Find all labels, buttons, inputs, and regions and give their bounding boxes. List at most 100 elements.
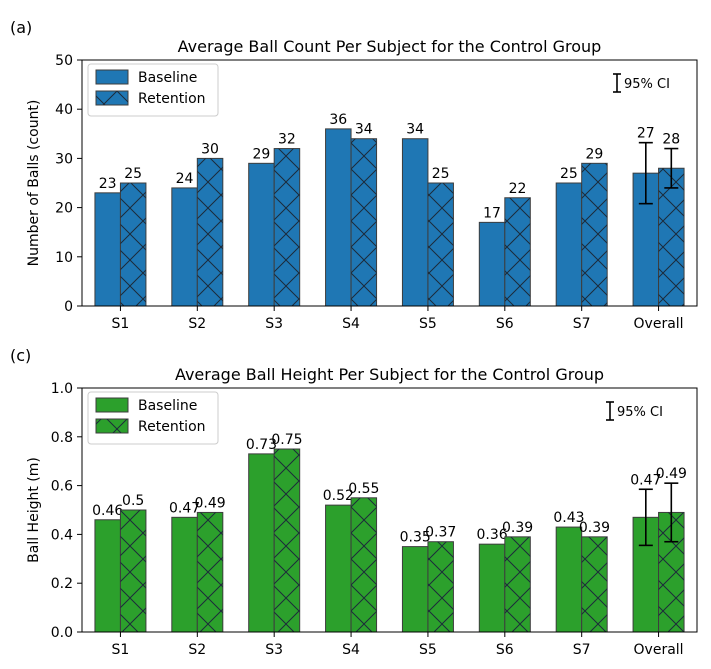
data-label-retention-s1: 0.5: [122, 493, 144, 509]
legend: Baseline Retention: [87, 63, 219, 117]
legend-swatch-hatch: [96, 419, 128, 433]
x-tick-label-overall: Overall: [634, 316, 684, 332]
panel-label: (a): [10, 18, 32, 37]
y-axis-label: Ball Height (m): [26, 457, 42, 563]
data-label-baseline-s4: 0.52: [323, 488, 354, 504]
bar-hatch-s2: [197, 512, 223, 632]
bar-hatch-s3: [274, 449, 300, 632]
bar-baseline-s1: [94, 192, 121, 307]
legend-label-retention: Retention: [138, 91, 206, 107]
bar-baseline-s5: [401, 138, 429, 307]
x-tick-label-s4: S4: [342, 316, 360, 332]
x-tick-label-s2: S2: [188, 642, 206, 658]
y-tick-label: 0: [64, 299, 73, 315]
data-label-baseline-s1: 23: [99, 176, 117, 192]
bar-hatch-s7: [581, 163, 608, 306]
y-tick-label: 0.2: [51, 576, 73, 592]
ci-icon: [606, 401, 614, 421]
bar-baseline-s2: [171, 187, 198, 307]
bar-hatch-overall: [658, 168, 685, 306]
data-label-retention-overall: 28: [662, 132, 680, 148]
x-tick-label-s1: S1: [112, 316, 130, 332]
y-tick-label: 1.0: [51, 381, 73, 397]
error-bar-retention: [664, 147, 679, 189]
x-tick-label-s7: S7: [573, 642, 591, 658]
x-tick-label-s5: S5: [419, 316, 437, 332]
x-tick-label-s3: S3: [265, 642, 283, 658]
data-label-baseline-s5: 0.35: [400, 530, 431, 546]
ci-label: 95% CI: [617, 405, 663, 420]
data-label-baseline-s3: 29: [253, 146, 271, 162]
chart-panel-1: (c) Average Ball Height Per Subject for t…: [10, 346, 698, 658]
data-label-retention-s6: 22: [509, 181, 527, 197]
data-label-baseline-s7: 0.43: [553, 510, 584, 526]
data-label-retention-s3: 0.75: [271, 432, 302, 448]
plot-frame: [81, 59, 698, 307]
data-label-retention-s7: 29: [586, 146, 604, 162]
data-label-retention-s6: 0.39: [502, 520, 533, 536]
data-label-retention-s3: 32: [278, 132, 296, 148]
legend-swatch-baseline: [95, 397, 129, 413]
ci-icon: [613, 73, 621, 93]
panel-label: (c): [10, 346, 31, 365]
y-tick-label: 50: [55, 53, 73, 69]
y-tick-label: 20: [55, 201, 73, 217]
data-label-retention-s4: 34: [355, 122, 373, 138]
ci-label: 95% CI: [624, 77, 670, 92]
y-tick-label: 0.4: [51, 527, 73, 543]
data-label-retention-s2: 30: [201, 141, 219, 157]
error-bar-retention: [664, 482, 679, 543]
error-bar-baseline: [638, 141, 653, 205]
x-tick-label-s1: S1: [112, 642, 130, 658]
data-label-retention-overall: 0.49: [656, 466, 687, 482]
data-label-baseline-overall: 27: [637, 126, 655, 142]
bar-baseline-s3: [248, 162, 275, 307]
data-label-baseline-s3: 0.73: [246, 437, 277, 453]
bar-hatch-s4: [351, 497, 377, 632]
bar-baseline-s2: [171, 516, 198, 633]
y-tick-label: 30: [55, 151, 73, 167]
data-label-retention-s5: 25: [432, 166, 450, 182]
x-tick-label-s2: S2: [188, 316, 206, 332]
data-label-baseline-s1: 0.46: [92, 503, 123, 519]
legend-label-retention: Retention: [138, 419, 206, 435]
x-tick-label-s3: S3: [265, 316, 283, 332]
legend-swatch-hatch: [96, 91, 128, 105]
error-bar-baseline: [638, 488, 653, 547]
plot-frame: [81, 387, 698, 633]
data-label-baseline-s7: 25: [560, 166, 578, 182]
data-label-retention-s2: 0.49: [194, 495, 225, 511]
chart-title: Average Ball Height Per Subject for the …: [175, 365, 604, 384]
bar-baseline-s6: [478, 543, 506, 633]
x-tick-label-s6: S6: [496, 642, 514, 658]
bar-baseline-s6: [478, 221, 506, 307]
legend-label-baseline: Baseline: [138, 70, 197, 86]
x-tick-label-s5: S5: [419, 642, 437, 658]
x-tick-label-s7: S7: [573, 316, 591, 332]
bar-hatch-s7: [581, 536, 608, 632]
ci-legend: 95% CI: [606, 401, 663, 421]
bar-baseline-s1: [94, 519, 121, 633]
x-tick-label-s6: S6: [496, 316, 514, 332]
data-label-retention-s4: 0.55: [348, 481, 379, 497]
y-tick-label: 10: [55, 250, 73, 266]
legend: Baseline Retention: [87, 391, 219, 445]
bar-hatch-s2: [197, 158, 223, 306]
bar-baseline-s4: [325, 504, 352, 633]
x-tick-label-s4: S4: [342, 642, 360, 658]
bar-hatch-s5: [427, 541, 454, 632]
legend-swatch-baseline: [95, 69, 129, 85]
data-label-baseline-s6: 0.36: [476, 527, 507, 543]
legend-label-baseline: Baseline: [138, 398, 197, 414]
bar-baseline-s7: [555, 182, 583, 307]
ci-legend: 95% CI: [613, 73, 670, 93]
chart-panel-0: (a) Average Ball Count Per Subject for th…: [10, 18, 698, 332]
data-label-retention-s5: 0.37: [425, 525, 456, 541]
bar-hatch-s4: [351, 138, 377, 306]
data-label-baseline-s5: 34: [406, 122, 424, 138]
data-label-baseline-s6: 17: [483, 205, 501, 221]
bar-hatch-s5: [427, 183, 454, 306]
y-tick-label: 0.0: [51, 625, 73, 641]
bar-hatch-s6: [504, 536, 531, 632]
